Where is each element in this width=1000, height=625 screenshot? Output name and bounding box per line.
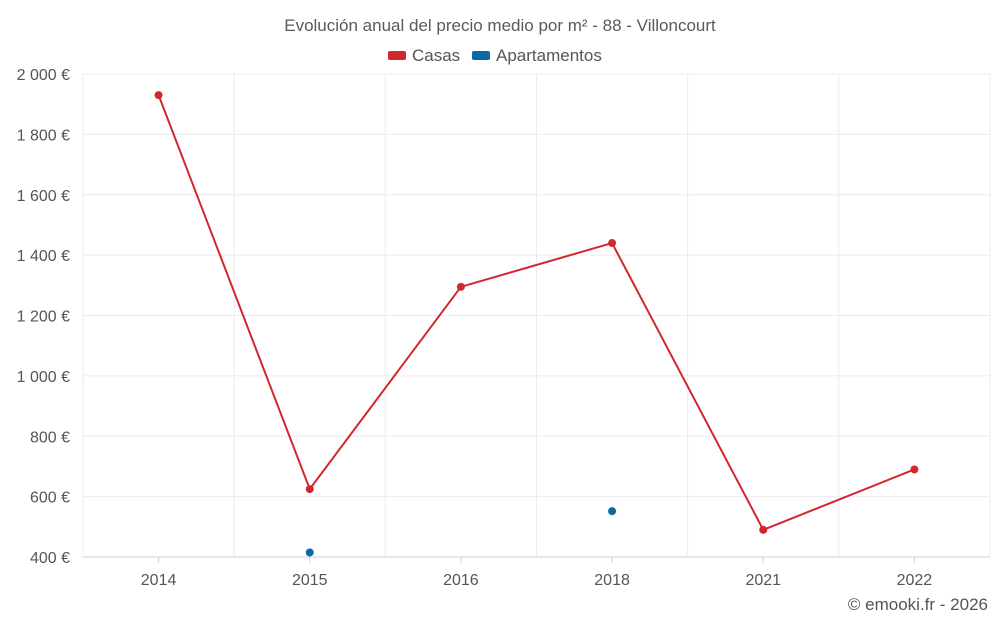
- legend-item-casas[interactable]: Casas: [388, 46, 460, 65]
- data-point-casas[interactable]: [456, 282, 465, 291]
- x-tick-label: 2018: [594, 572, 630, 589]
- y-tick-label: 600 €: [30, 490, 70, 507]
- x-axis: 2014 2015 2016 2018 2021 2022: [141, 557, 933, 589]
- copyright-footer: © emooki.fr - 2026: [847, 595, 988, 614]
- y-tick-label: 400 €: [30, 550, 70, 567]
- y-tick-label: 1 400 €: [17, 248, 70, 265]
- legend-label-casas: Casas: [412, 46, 460, 65]
- y-tick-label: 800 €: [30, 429, 70, 446]
- data-point-casas[interactable]: [759, 525, 768, 534]
- data-point-casas[interactable]: [305, 485, 314, 494]
- data-point-apartamentos[interactable]: [305, 548, 314, 557]
- y-tick-label: 1 800 €: [17, 127, 70, 144]
- series-layer: [154, 91, 919, 557]
- x-tick-label: 2014: [141, 572, 177, 589]
- legend-swatch-casas: [388, 51, 406, 60]
- grid: [82, 73, 991, 558]
- x-tick-label: 2021: [745, 572, 781, 589]
- legend-item-apartamentos[interactable]: Apartamentos: [472, 46, 602, 65]
- data-point-casas[interactable]: [608, 239, 617, 248]
- y-tick-label: 1 200 €: [17, 309, 70, 326]
- y-tick-label: 1 000 €: [17, 369, 70, 386]
- y-tick-label: 2 000 €: [17, 67, 70, 84]
- data-point-casas[interactable]: [910, 465, 919, 474]
- y-tick-label: 1 600 €: [17, 188, 70, 205]
- series-line-casas: [157, 94, 915, 532]
- legend-swatch-apartamentos: [472, 51, 490, 60]
- legend-label-apartamentos: Apartamentos: [496, 46, 602, 65]
- legend: Casas Apartamentos: [388, 46, 602, 65]
- data-point-apartamentos[interactable]: [608, 507, 617, 516]
- x-tick-label: 2016: [443, 572, 479, 589]
- y-axis: 400 € 600 € 800 € 1 000 € 1 200 € 1 400 € 1 60…: [17, 67, 70, 567]
- chart-title: Evolución anual del precio medio por m² …: [284, 16, 716, 35]
- x-tick-label: 2022: [897, 572, 933, 589]
- x-tick-label: 2015: [292, 572, 328, 589]
- data-point-casas[interactable]: [154, 91, 163, 100]
